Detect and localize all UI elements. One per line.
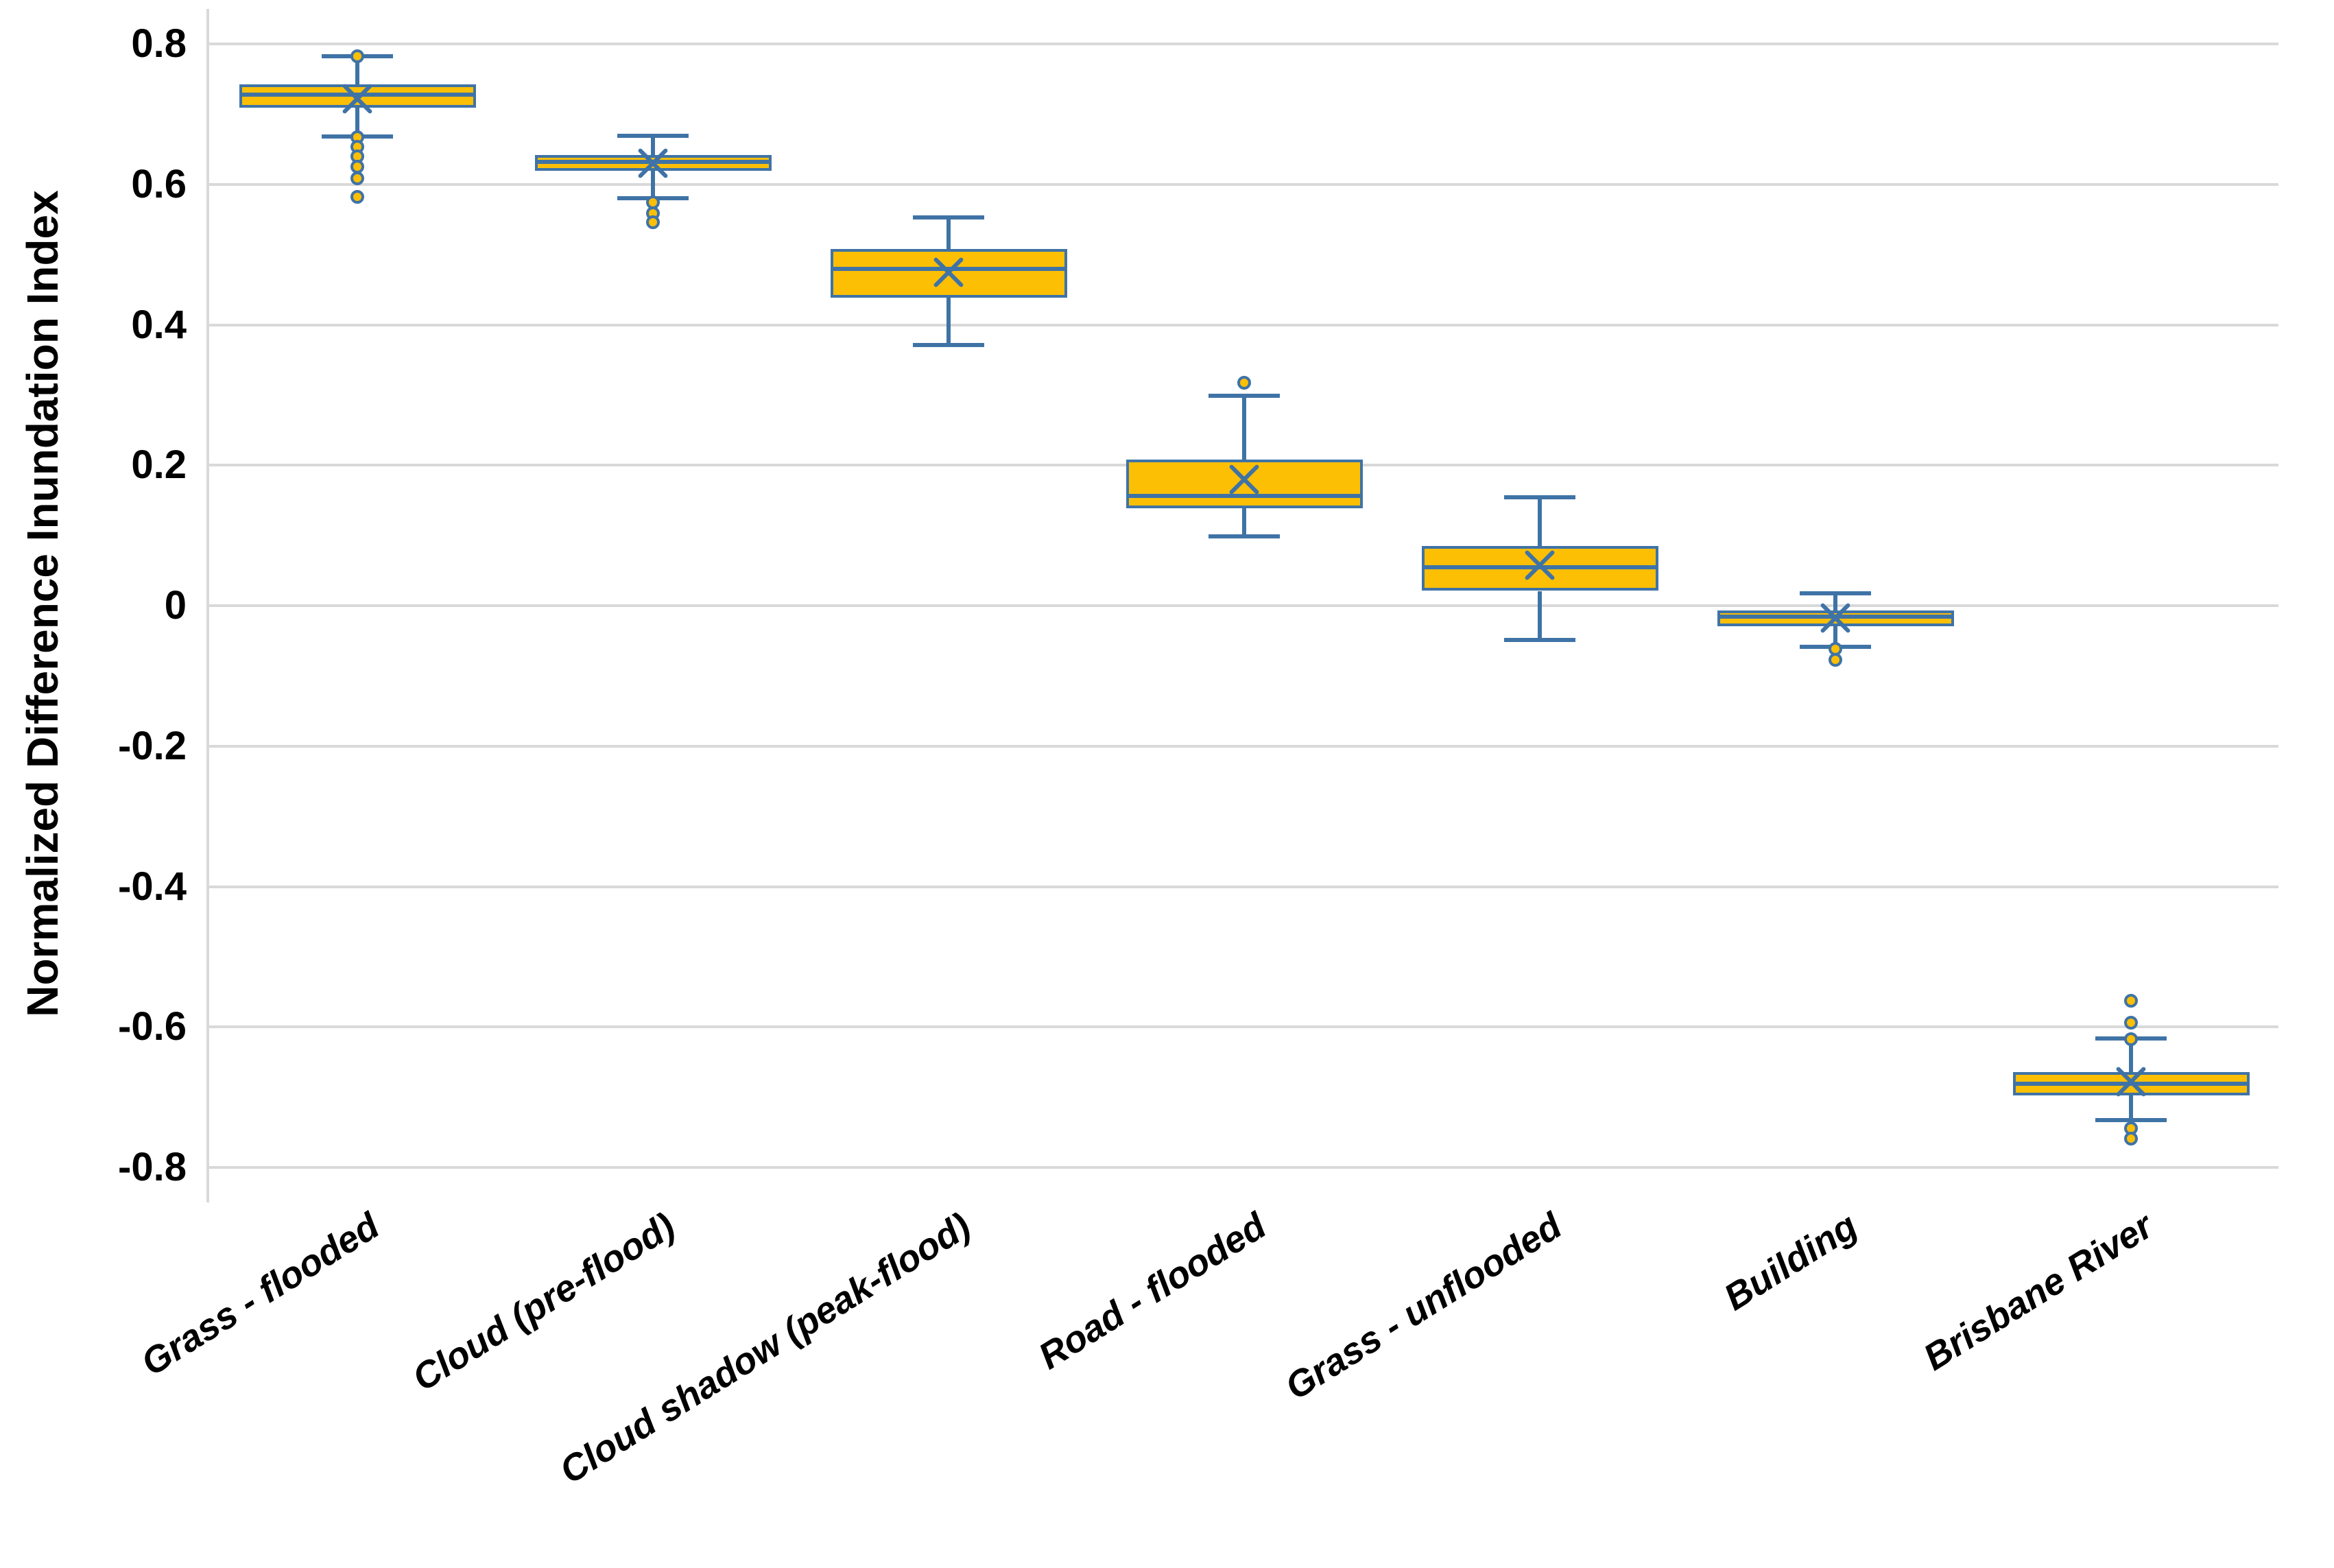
upper-whisker-cap — [1503, 495, 1575, 500]
y-axis-line — [206, 8, 209, 1203]
mean-marker — [636, 147, 669, 180]
gridline — [209, 885, 2278, 888]
upper-whisker-line — [2128, 1038, 2133, 1072]
upper-whisker-line — [355, 56, 359, 85]
boxplot-chart: Normalized Difference Inundation Index 0… — [18, 8, 2278, 1492]
lower-whisker-line — [1833, 626, 1837, 648]
upper-whisker-cap — [617, 134, 689, 139]
outlier-dot — [350, 171, 364, 185]
y-tick-label: 0.6 — [131, 161, 187, 206]
outlier-dot — [350, 49, 364, 64]
y-tick-label: -0.8 — [118, 1145, 187, 1189]
outlier-dot — [1828, 652, 1842, 667]
gridline — [209, 182, 2278, 186]
iqr-box — [1126, 460, 1363, 508]
upper-whisker-cap — [1208, 393, 1280, 398]
x-axis-label: Building — [1716, 1204, 1864, 1319]
gridline — [209, 323, 2278, 326]
upper-whisker-line — [650, 136, 655, 155]
outlier-dot — [2123, 994, 2138, 1008]
lower-whisker-cap — [1503, 638, 1575, 643]
x-axis-label: Grass - unflooded — [1278, 1204, 1569, 1408]
gridline — [209, 604, 2278, 607]
mean-marker — [1523, 549, 1556, 582]
y-tick-label: -0.4 — [118, 864, 187, 909]
outlier-dot — [350, 190, 364, 204]
gridline — [209, 1025, 2278, 1029]
mean-marker — [932, 256, 965, 289]
lower-whisker-line — [1241, 508, 1246, 536]
mean-marker — [341, 82, 374, 115]
outlier-dot — [645, 215, 660, 230]
lower-whisker-cap — [2095, 1118, 2167, 1123]
upper-whisker-line — [1833, 593, 1837, 611]
median-line — [239, 92, 476, 97]
x-axis-label: Road - flooded — [1031, 1204, 1273, 1378]
outlier-dot — [2123, 1132, 2138, 1146]
upper-whisker-line — [1537, 497, 1542, 546]
x-axis-label: Cloud (pre-flood) — [405, 1204, 682, 1399]
y-tick-label: 0.2 — [131, 442, 187, 488]
outlier-dot — [2123, 1032, 2138, 1046]
y-tick-label: -0.6 — [118, 1004, 187, 1049]
x-axis-label: Brisbane River — [1916, 1204, 2160, 1379]
mean-marker — [2115, 1065, 2147, 1098]
y-tick-label: 0.4 — [131, 302, 187, 347]
outlier-dot — [2123, 1016, 2138, 1030]
y-tick-label: 0 — [164, 583, 187, 628]
lower-whisker-line — [1537, 591, 1542, 641]
gridline — [209, 1166, 2278, 1169]
upper-whisker-cap — [1799, 591, 1871, 595]
upper-whisker-cap — [912, 215, 984, 219]
x-axis-label: Cloud shadow (peak-flood) — [552, 1204, 977, 1492]
gridline — [209, 744, 2278, 748]
lower-whisker-line — [946, 297, 951, 346]
mean-marker — [1228, 463, 1261, 496]
median-line — [1126, 494, 1363, 499]
outlier-dot — [1237, 376, 1251, 390]
gridline — [209, 43, 2278, 45]
lower-whisker-cap — [1208, 534, 1280, 538]
mean-marker — [1819, 602, 1852, 634]
upper-whisker-line — [946, 217, 951, 249]
lower-whisker-line — [650, 171, 655, 199]
lower-whisker-cap — [912, 343, 984, 348]
y-tick-label: -0.2 — [118, 723, 187, 768]
lower-whisker-line — [2128, 1095, 2133, 1121]
y-tick-label: 0.8 — [131, 21, 187, 66]
upper-whisker-line — [1241, 395, 1246, 460]
lower-whisker-line — [355, 108, 359, 137]
